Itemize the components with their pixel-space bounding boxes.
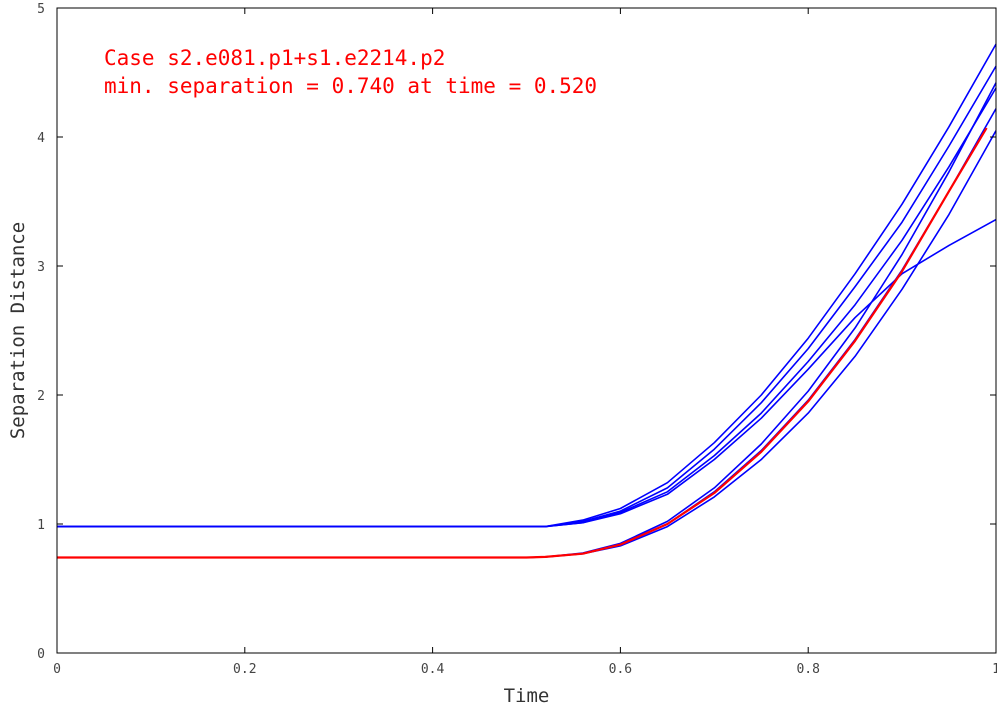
x-tick-label: 0.4 bbox=[421, 662, 445, 677]
y-tick-label: 3 bbox=[37, 260, 45, 275]
series-group bbox=[57, 43, 997, 559]
y-tick-label: 2 bbox=[37, 389, 45, 404]
annotation-min-separation: min. separation = 0.740 at time = 0.520 bbox=[104, 74, 597, 98]
x-tick-label: 1 bbox=[992, 662, 997, 677]
annotation-case: Case s2.e081.p1+s1.e2214.p2 bbox=[104, 46, 445, 70]
x-axis-title: Time bbox=[504, 685, 550, 707]
x-tick-label: 0.2 bbox=[233, 662, 256, 677]
x-tick-label: 0 bbox=[53, 662, 61, 677]
x-tick-label: 0.6 bbox=[609, 662, 632, 677]
y-axis-title: Separation Distance bbox=[7, 222, 29, 439]
x-tick-label: 0.8 bbox=[796, 662, 819, 677]
y-tick-label: 4 bbox=[37, 131, 45, 146]
plot-frame bbox=[56, 7, 997, 654]
highlight-series-line bbox=[57, 127, 988, 559]
y-tick-label: 5 bbox=[37, 2, 45, 17]
y-tick-label: 1 bbox=[37, 518, 45, 533]
ensemble-series-line-3 bbox=[57, 218, 997, 528]
ticks-group: 0 0.2 0.4 0.6 0.8 1 0 1 2 3 4 5 bbox=[37, 2, 997, 677]
y-tick-label: 0 bbox=[37, 647, 45, 662]
